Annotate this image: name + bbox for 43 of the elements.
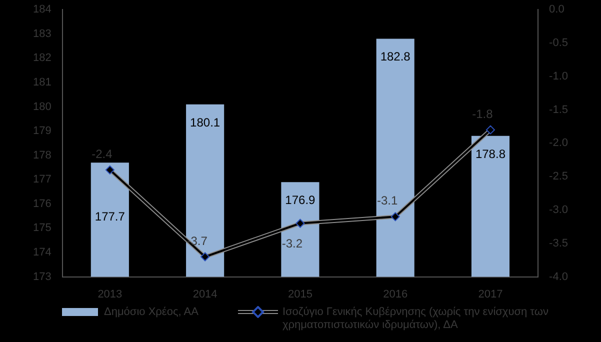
- y2-tick-label: -3.5: [549, 237, 568, 250]
- y2-tick-label: -4.0: [549, 270, 568, 283]
- y2-tick-label: -3.0: [549, 204, 568, 216]
- point: [390, 212, 400, 222]
- y2-tick-label: -1.0: [549, 70, 568, 82]
- y2-tick-label: 0.0: [549, 4, 564, 16]
- y-tick-label: 183: [32, 28, 52, 40]
- data-label: -2.4: [92, 146, 113, 161]
- y-tick-label: 180: [32, 100, 52, 113]
- x-tick-label: 2017: [478, 288, 503, 300]
- y-tick-label: 174: [32, 246, 52, 259]
- y-tick-label: 176: [32, 198, 52, 210]
- data-label: -3.2: [282, 236, 303, 250]
- legend-label: Δημόσιο Χρέος, ΑΑ: [104, 306, 198, 319]
- x-tick-label: 2013: [98, 288, 122, 300]
- y2-tick-label: -2.5: [549, 170, 568, 183]
- y-tick-label: 179: [32, 125, 52, 138]
- x-tick-label: 2014: [192, 288, 218, 300]
- y-tick-label: 178: [32, 149, 52, 162]
- point: [296, 218, 305, 228]
- y-tick-label: 181: [32, 76, 52, 89]
- y-tick-label: 173: [32, 270, 52, 283]
- data-label: 177.7: [94, 210, 126, 224]
- data-label: 182.8: [380, 50, 411, 64]
- point: [105, 165, 114, 174]
- data-label: -3.7: [186, 234, 208, 248]
- y-tick-label: 177: [32, 174, 52, 186]
- x-tick-label: 2016: [383, 288, 408, 300]
- y2-tick-label: -0.5: [549, 37, 568, 50]
- data-label: 178.8: [475, 146, 506, 161]
- y-tick-label: 182: [32, 52, 52, 64]
- point: [200, 252, 210, 262]
- y-tick-label: 184: [32, 4, 52, 16]
- data-label: -1.8: [472, 106, 494, 121]
- data-label: 180.1: [190, 115, 220, 130]
- y2-tick-label: -1.5: [549, 104, 568, 116]
- y2-tick-label: -2.0: [549, 137, 568, 150]
- y-tick-label: 175: [32, 222, 52, 234]
- data-label: 176.9: [285, 193, 316, 208]
- point: [486, 125, 495, 134]
- x-tick-label: 2015: [288, 288, 312, 300]
- legend-label: Ισοζύγιο Γενικής Κυβέρνησης (χωρίς την ενίσχυση των χρηματοπιστωτικών ιδρυμάτων), ΔΑ: [282, 306, 550, 332]
- data-label: -3.1: [376, 194, 398, 208]
